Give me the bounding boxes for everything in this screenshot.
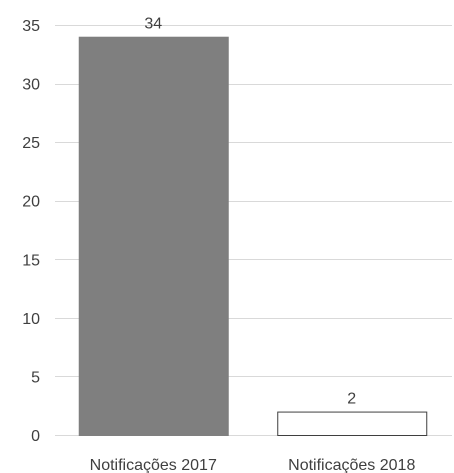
y-tick-label: 10 bbox=[22, 311, 40, 328]
y-tick-label: 5 bbox=[31, 369, 40, 386]
data-label-2: 2 bbox=[347, 391, 356, 408]
y-tick-label: 0 bbox=[31, 428, 40, 445]
data-label-1: 34 bbox=[144, 16, 162, 33]
bars bbox=[78, 36, 428, 437]
y-tick-label: 35 bbox=[22, 18, 40, 35]
data-labels: 34 2 bbox=[144, 16, 356, 408]
x-axis-category-labels: Notificações 2017 Notificações 2018 bbox=[90, 457, 416, 473]
y-axis-tick-labels: 0 5 10 15 20 25 30 35 bbox=[22, 18, 40, 445]
y-tick-label: 20 bbox=[22, 194, 40, 211]
bar-1 bbox=[78, 36, 229, 436]
x-category-label-1: Notificações 2017 bbox=[90, 457, 217, 473]
y-tick-label: 25 bbox=[22, 135, 40, 152]
y-tick-label: 15 bbox=[22, 252, 40, 269]
bar-2 bbox=[277, 411, 428, 437]
x-category-label-2: Notificações 2018 bbox=[288, 457, 415, 473]
y-tick-label: 30 bbox=[22, 77, 40, 94]
